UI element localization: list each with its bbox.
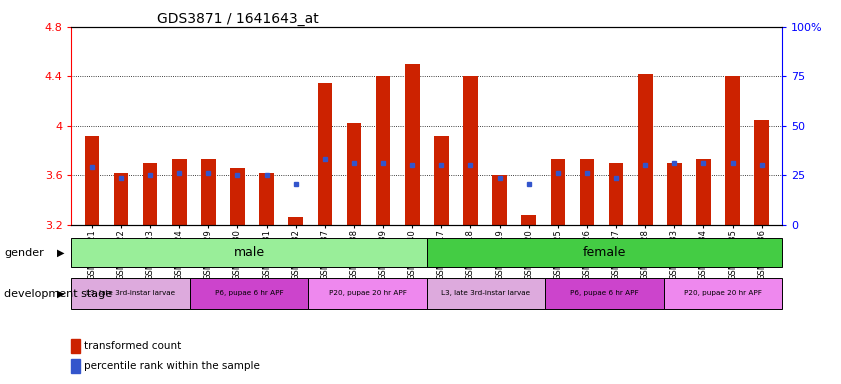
Text: percentile rank within the sample: percentile rank within the sample	[84, 361, 260, 371]
Text: P6, pupae 6 hr APF: P6, pupae 6 hr APF	[214, 290, 283, 296]
Bar	[754, 119, 769, 225]
Bar	[259, 173, 274, 225]
Bar	[426, 278, 545, 309]
Bar	[579, 159, 595, 225]
Text: ▶: ▶	[57, 289, 65, 299]
Text: ▶: ▶	[57, 248, 65, 258]
Bar	[725, 76, 740, 225]
Bar	[71, 238, 426, 267]
Bar	[463, 76, 478, 225]
Bar	[172, 159, 187, 225]
Bar	[667, 163, 682, 225]
Bar	[426, 238, 782, 267]
Bar	[71, 339, 81, 353]
Text: gender: gender	[4, 248, 44, 258]
Text: L3, late 3rd-instar larvae: L3, late 3rd-instar larvae	[86, 290, 175, 296]
Bar	[288, 217, 303, 225]
Text: development stage: development stage	[4, 289, 113, 299]
Bar	[434, 136, 448, 225]
Bar	[545, 278, 664, 309]
Bar	[71, 359, 81, 372]
Bar	[85, 136, 99, 225]
Bar	[190, 278, 309, 309]
Bar	[521, 215, 536, 225]
Text: P20, pupae 20 hr APF: P20, pupae 20 hr APF	[684, 290, 762, 296]
Bar	[696, 159, 711, 225]
Bar	[201, 159, 215, 225]
Bar	[551, 159, 565, 225]
Bar	[492, 175, 507, 225]
Text: P20, pupae 20 hr APF: P20, pupae 20 hr APF	[329, 290, 406, 296]
Bar	[638, 74, 653, 225]
Bar	[114, 173, 129, 225]
Bar	[71, 278, 190, 309]
Bar	[230, 168, 245, 225]
Text: female: female	[583, 246, 627, 259]
Bar	[664, 278, 782, 309]
Bar	[346, 123, 362, 225]
Text: L3, late 3rd-instar larvae: L3, late 3rd-instar larvae	[442, 290, 531, 296]
Text: GDS3871 / 1641643_at: GDS3871 / 1641643_at	[156, 12, 319, 26]
Bar	[405, 64, 420, 225]
Bar	[609, 163, 623, 225]
Bar	[309, 278, 426, 309]
Text: transformed count: transformed count	[84, 341, 181, 351]
Text: male: male	[234, 246, 265, 259]
Bar	[376, 76, 390, 225]
Bar	[318, 83, 332, 225]
Bar	[143, 163, 157, 225]
Text: P6, pupae 6 hr APF: P6, pupae 6 hr APF	[570, 290, 639, 296]
